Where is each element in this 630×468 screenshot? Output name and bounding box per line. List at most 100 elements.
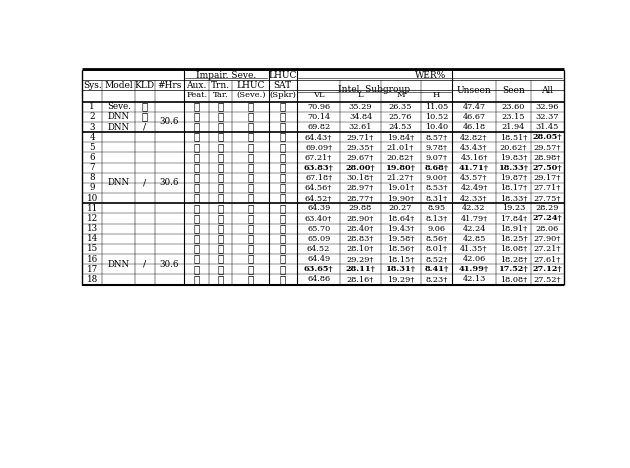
- Text: #Hrs: #Hrs: [157, 80, 181, 89]
- Text: ✗: ✗: [280, 143, 286, 152]
- Text: 19.43†: 19.43†: [387, 225, 415, 233]
- Text: 30.6: 30.6: [159, 260, 179, 269]
- Text: 18.15†: 18.15†: [387, 255, 415, 263]
- Text: 63.83†: 63.83†: [304, 164, 333, 172]
- Text: 27.21†: 27.21†: [534, 245, 561, 253]
- Text: 41.79†: 41.79†: [461, 214, 488, 222]
- Text: 16: 16: [86, 255, 98, 263]
- Text: 28.40†: 28.40†: [347, 225, 374, 233]
- Text: 27.75†: 27.75†: [534, 194, 561, 202]
- Text: ✗: ✗: [218, 183, 224, 192]
- Text: 19.87†: 19.87†: [500, 174, 527, 182]
- Text: 18: 18: [86, 275, 98, 284]
- Text: 8.68†: 8.68†: [425, 164, 449, 172]
- Text: 8.56†: 8.56†: [425, 235, 447, 243]
- Text: 11.05: 11.05: [425, 102, 448, 110]
- Text: 18.25†: 18.25†: [500, 235, 527, 243]
- Text: 18.56†: 18.56†: [387, 245, 415, 253]
- Text: DNN: DNN: [108, 112, 130, 121]
- Text: ✗: ✗: [248, 143, 254, 152]
- Text: ✓: ✓: [193, 214, 200, 223]
- Text: ✓: ✓: [218, 224, 224, 233]
- Text: 18.33†: 18.33†: [498, 164, 529, 172]
- Text: 30.6: 30.6: [159, 117, 179, 126]
- Text: 31.45: 31.45: [536, 123, 559, 131]
- Text: 43.57†: 43.57†: [461, 174, 488, 182]
- Text: 18.33†: 18.33†: [500, 194, 527, 202]
- Text: ✗: ✗: [193, 112, 200, 121]
- Text: 17: 17: [86, 265, 98, 274]
- Text: 10: 10: [86, 194, 98, 203]
- Text: 30.18†: 30.18†: [347, 174, 374, 182]
- Text: 42.32: 42.32: [462, 205, 486, 212]
- Text: 20.82†: 20.82†: [387, 154, 415, 161]
- Text: ✗: ✗: [218, 265, 224, 274]
- Text: 6: 6: [89, 153, 95, 162]
- Text: LHUC: LHUC: [268, 71, 297, 80]
- Text: 12: 12: [86, 214, 98, 223]
- Text: 18.91†: 18.91†: [500, 225, 527, 233]
- Text: 42.82†: 42.82†: [461, 133, 488, 141]
- Text: WER%: WER%: [415, 71, 446, 80]
- Text: ✓: ✓: [280, 255, 286, 263]
- Text: VL: VL: [313, 91, 324, 99]
- Text: 19.58†: 19.58†: [387, 235, 415, 243]
- Text: 64.43†: 64.43†: [305, 133, 332, 141]
- Text: ✓: ✓: [280, 244, 286, 254]
- Text: Seve.: Seve.: [107, 102, 131, 111]
- Text: 30.6: 30.6: [159, 178, 179, 187]
- Text: 14: 14: [86, 234, 98, 243]
- Text: 63.65†: 63.65†: [304, 265, 333, 273]
- Text: 41.99†: 41.99†: [459, 265, 489, 273]
- Text: 18.08†: 18.08†: [500, 245, 527, 253]
- Text: 32.96: 32.96: [536, 102, 559, 110]
- Text: ✗: ✗: [248, 204, 254, 213]
- Text: 2: 2: [89, 112, 95, 121]
- Text: 64.86: 64.86: [307, 276, 330, 284]
- Text: 28.77†: 28.77†: [347, 194, 374, 202]
- Text: 27.90†: 27.90†: [534, 235, 561, 243]
- Text: ✗: ✗: [193, 173, 200, 183]
- Text: ✗: ✗: [280, 102, 286, 111]
- Text: 9.06: 9.06: [427, 225, 445, 233]
- Text: ✗: ✗: [218, 132, 224, 142]
- Text: ✓: ✓: [280, 224, 286, 233]
- Text: 9.00†: 9.00†: [425, 174, 447, 182]
- Text: ✓: ✓: [218, 173, 224, 183]
- Text: ✗: ✗: [280, 123, 286, 132]
- Text: 64.52†: 64.52†: [305, 194, 333, 202]
- Text: 32.61: 32.61: [349, 123, 372, 131]
- Text: 8.01†: 8.01†: [425, 245, 447, 253]
- Text: ✓: ✓: [218, 143, 224, 152]
- Text: ✗: ✗: [248, 214, 254, 223]
- Text: ✗: ✗: [193, 224, 200, 233]
- Text: 3: 3: [89, 123, 95, 132]
- Text: 7: 7: [89, 163, 95, 172]
- Text: 29.88: 29.88: [349, 205, 372, 212]
- Text: 23.15: 23.15: [501, 113, 525, 121]
- Text: ✓: ✓: [248, 194, 254, 203]
- Text: 42.13: 42.13: [462, 276, 486, 284]
- Text: 18.28†: 18.28†: [500, 255, 527, 263]
- Text: SAT: SAT: [274, 80, 292, 89]
- Text: ✗: ✗: [280, 194, 286, 203]
- Text: 28.83†: 28.83†: [346, 235, 374, 243]
- Text: 4: 4: [89, 132, 95, 142]
- Text: ✗: ✗: [280, 163, 286, 172]
- Text: 29.71†: 29.71†: [347, 133, 374, 141]
- Text: M: M: [396, 91, 405, 99]
- Text: 28.16†: 28.16†: [347, 276, 374, 284]
- Text: ✗: ✗: [218, 204, 224, 213]
- Text: 20.27: 20.27: [389, 205, 412, 212]
- Text: ✗: ✗: [248, 123, 254, 132]
- Text: ✓: ✓: [193, 183, 200, 192]
- Text: 28.29: 28.29: [536, 205, 559, 212]
- Text: 19.29†: 19.29†: [387, 276, 415, 284]
- Text: ✗: ✗: [248, 112, 254, 121]
- Text: Unseen: Unseen: [457, 86, 491, 95]
- Text: ✗: ✗: [193, 153, 200, 162]
- Text: (Seve.): (Seve.): [236, 91, 265, 99]
- Text: ✓: ✓: [280, 275, 286, 284]
- Text: 23.60: 23.60: [502, 102, 525, 110]
- Text: 63.40†: 63.40†: [305, 214, 332, 222]
